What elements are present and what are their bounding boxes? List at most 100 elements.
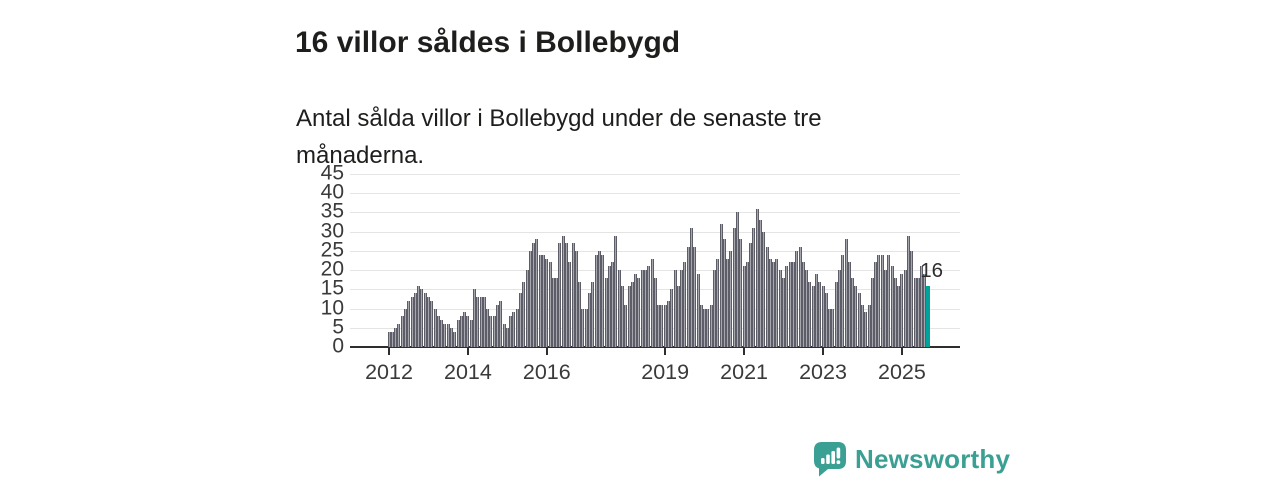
- bar: [696, 273, 700, 347]
- y-axis-tick-label: 35: [320, 199, 344, 223]
- x-axis-tick: [743, 347, 746, 355]
- bar: [831, 308, 835, 347]
- bar: [578, 281, 582, 347]
- bar: [387, 331, 391, 347]
- chart-subtitle: Antal sålda villor i Bollebygd under de …: [296, 105, 822, 169]
- bar: [729, 250, 733, 347]
- bar: [676, 285, 680, 347]
- bar: [745, 262, 749, 347]
- bar: [680, 270, 684, 347]
- gridline: [350, 174, 960, 175]
- bar: [528, 250, 532, 347]
- bar: [782, 277, 786, 347]
- bar: [472, 289, 476, 347]
- y-axis-tick-label: 20: [320, 257, 344, 281]
- bar: [522, 281, 526, 347]
- bar: [640, 270, 644, 347]
- bar: [805, 270, 809, 347]
- bar: [844, 239, 848, 347]
- bar: [430, 300, 434, 347]
- bar: [824, 293, 828, 347]
- bar: [565, 243, 569, 347]
- bar: [772, 262, 776, 347]
- bar: [778, 270, 782, 347]
- bar: [907, 235, 910, 347]
- bar: [798, 247, 802, 347]
- bar: [558, 243, 562, 347]
- x-axis-tick-label: 2021: [720, 360, 769, 384]
- bar: [732, 227, 736, 347]
- bar: [762, 231, 766, 347]
- bar: [870, 277, 874, 347]
- y-axis-tick-label: 45: [320, 161, 344, 185]
- bar: [499, 300, 503, 347]
- x-axis-line: [350, 346, 960, 348]
- bar: [847, 262, 851, 347]
- bar: [818, 281, 822, 347]
- bar: [854, 285, 858, 347]
- bar: [479, 297, 483, 347]
- bar: [828, 308, 832, 347]
- bar: [670, 289, 674, 347]
- bar: [597, 250, 601, 347]
- bar: [883, 270, 887, 347]
- bar: [584, 308, 588, 347]
- bar: [867, 304, 871, 347]
- bar: [706, 308, 710, 347]
- bar: [637, 277, 641, 347]
- bar: [643, 270, 647, 347]
- newsworthy-branding: Newsworthy: [813, 441, 1010, 477]
- bar: [910, 250, 914, 347]
- bar: [466, 316, 470, 347]
- bar: [574, 250, 578, 347]
- bar: [897, 285, 901, 347]
- bar: [515, 308, 519, 347]
- bar: [390, 331, 394, 347]
- bar: [660, 304, 664, 347]
- bar: [719, 223, 723, 347]
- bar: [775, 258, 779, 347]
- bar: [502, 323, 506, 347]
- bar: [535, 239, 539, 347]
- bar: [417, 285, 421, 347]
- bar: [410, 297, 414, 347]
- bar: [864, 312, 868, 347]
- x-axis-tick-label: 2023: [799, 360, 847, 384]
- bar: [666, 300, 670, 347]
- bar: [568, 262, 572, 347]
- bar: [505, 327, 509, 347]
- bar: [634, 273, 638, 347]
- bar: [489, 316, 493, 347]
- page-title: 16 villor såldes i Bollebygd: [295, 26, 681, 60]
- bar: [394, 327, 398, 347]
- bar: [545, 258, 549, 347]
- bar: [581, 308, 585, 347]
- bar: [601, 254, 605, 347]
- bar: [923, 273, 927, 347]
- bar: [538, 254, 542, 347]
- bar: [443, 323, 447, 347]
- bar: [397, 323, 401, 347]
- bar: [496, 304, 499, 347]
- bar: [837, 270, 841, 347]
- bar: [630, 281, 634, 347]
- bar: [808, 281, 812, 347]
- bar: [709, 304, 713, 347]
- bar: [463, 312, 467, 347]
- bar: [742, 266, 746, 347]
- x-axis-tick-label: 2016: [522, 360, 571, 384]
- bar: [768, 258, 772, 347]
- bar: [647, 266, 651, 347]
- bar: [413, 293, 417, 347]
- y-axis-tick-label: 0: [332, 334, 344, 358]
- bar: [851, 277, 855, 347]
- bar: [486, 308, 490, 347]
- y-axis-tick-label: 10: [320, 296, 344, 320]
- last-value-label: 16: [920, 259, 944, 283]
- y-axis-tick-label: 15: [320, 276, 344, 300]
- highlighted-bar: [926, 285, 931, 347]
- bar: [903, 270, 907, 347]
- bar: [617, 270, 621, 347]
- bar: [449, 327, 453, 347]
- bar: [403, 308, 407, 347]
